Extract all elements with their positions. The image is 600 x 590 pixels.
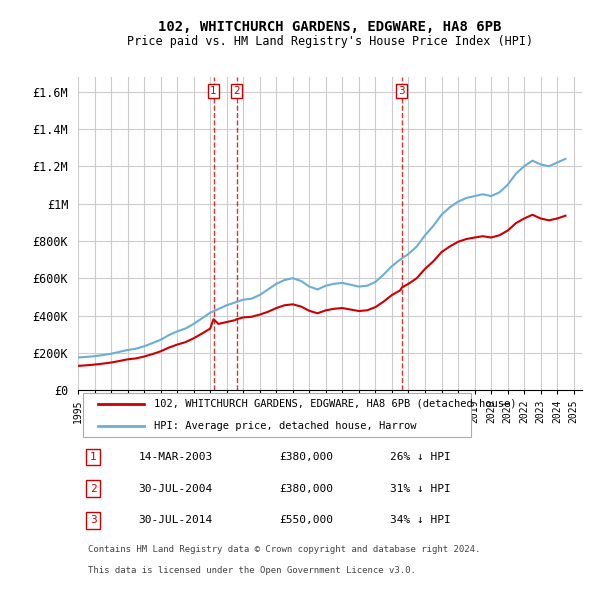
Text: This data is licensed under the Open Government Licence v3.0.: This data is licensed under the Open Gov…: [88, 566, 416, 575]
Text: 2: 2: [90, 484, 97, 494]
FancyBboxPatch shape: [83, 393, 471, 437]
Text: 1: 1: [210, 86, 217, 96]
Text: 102, WHITCHURCH GARDENS, EDGWARE, HA8 6PB (detached house): 102, WHITCHURCH GARDENS, EDGWARE, HA8 6P…: [154, 399, 516, 409]
Text: 1: 1: [90, 452, 97, 462]
Text: 2: 2: [233, 86, 240, 96]
Text: 14-MAR-2003: 14-MAR-2003: [139, 452, 213, 462]
Text: 102, WHITCHURCH GARDENS, EDGWARE, HA8 6PB: 102, WHITCHURCH GARDENS, EDGWARE, HA8 6P…: [158, 19, 502, 34]
Text: 26% ↓ HPI: 26% ↓ HPI: [391, 452, 451, 462]
Text: 30-JUL-2014: 30-JUL-2014: [139, 515, 213, 525]
Text: £380,000: £380,000: [280, 484, 334, 494]
Text: 30-JUL-2004: 30-JUL-2004: [139, 484, 213, 494]
Text: 34% ↓ HPI: 34% ↓ HPI: [391, 515, 451, 525]
Text: £380,000: £380,000: [280, 452, 334, 462]
Text: Contains HM Land Registry data © Crown copyright and database right 2024.: Contains HM Land Registry data © Crown c…: [88, 546, 481, 555]
Text: £550,000: £550,000: [280, 515, 334, 525]
Text: 3: 3: [398, 86, 405, 96]
Text: Price paid vs. HM Land Registry's House Price Index (HPI): Price paid vs. HM Land Registry's House …: [127, 35, 533, 48]
Text: 3: 3: [90, 515, 97, 525]
Text: HPI: Average price, detached house, Harrow: HPI: Average price, detached house, Harr…: [154, 421, 416, 431]
Text: 31% ↓ HPI: 31% ↓ HPI: [391, 484, 451, 494]
